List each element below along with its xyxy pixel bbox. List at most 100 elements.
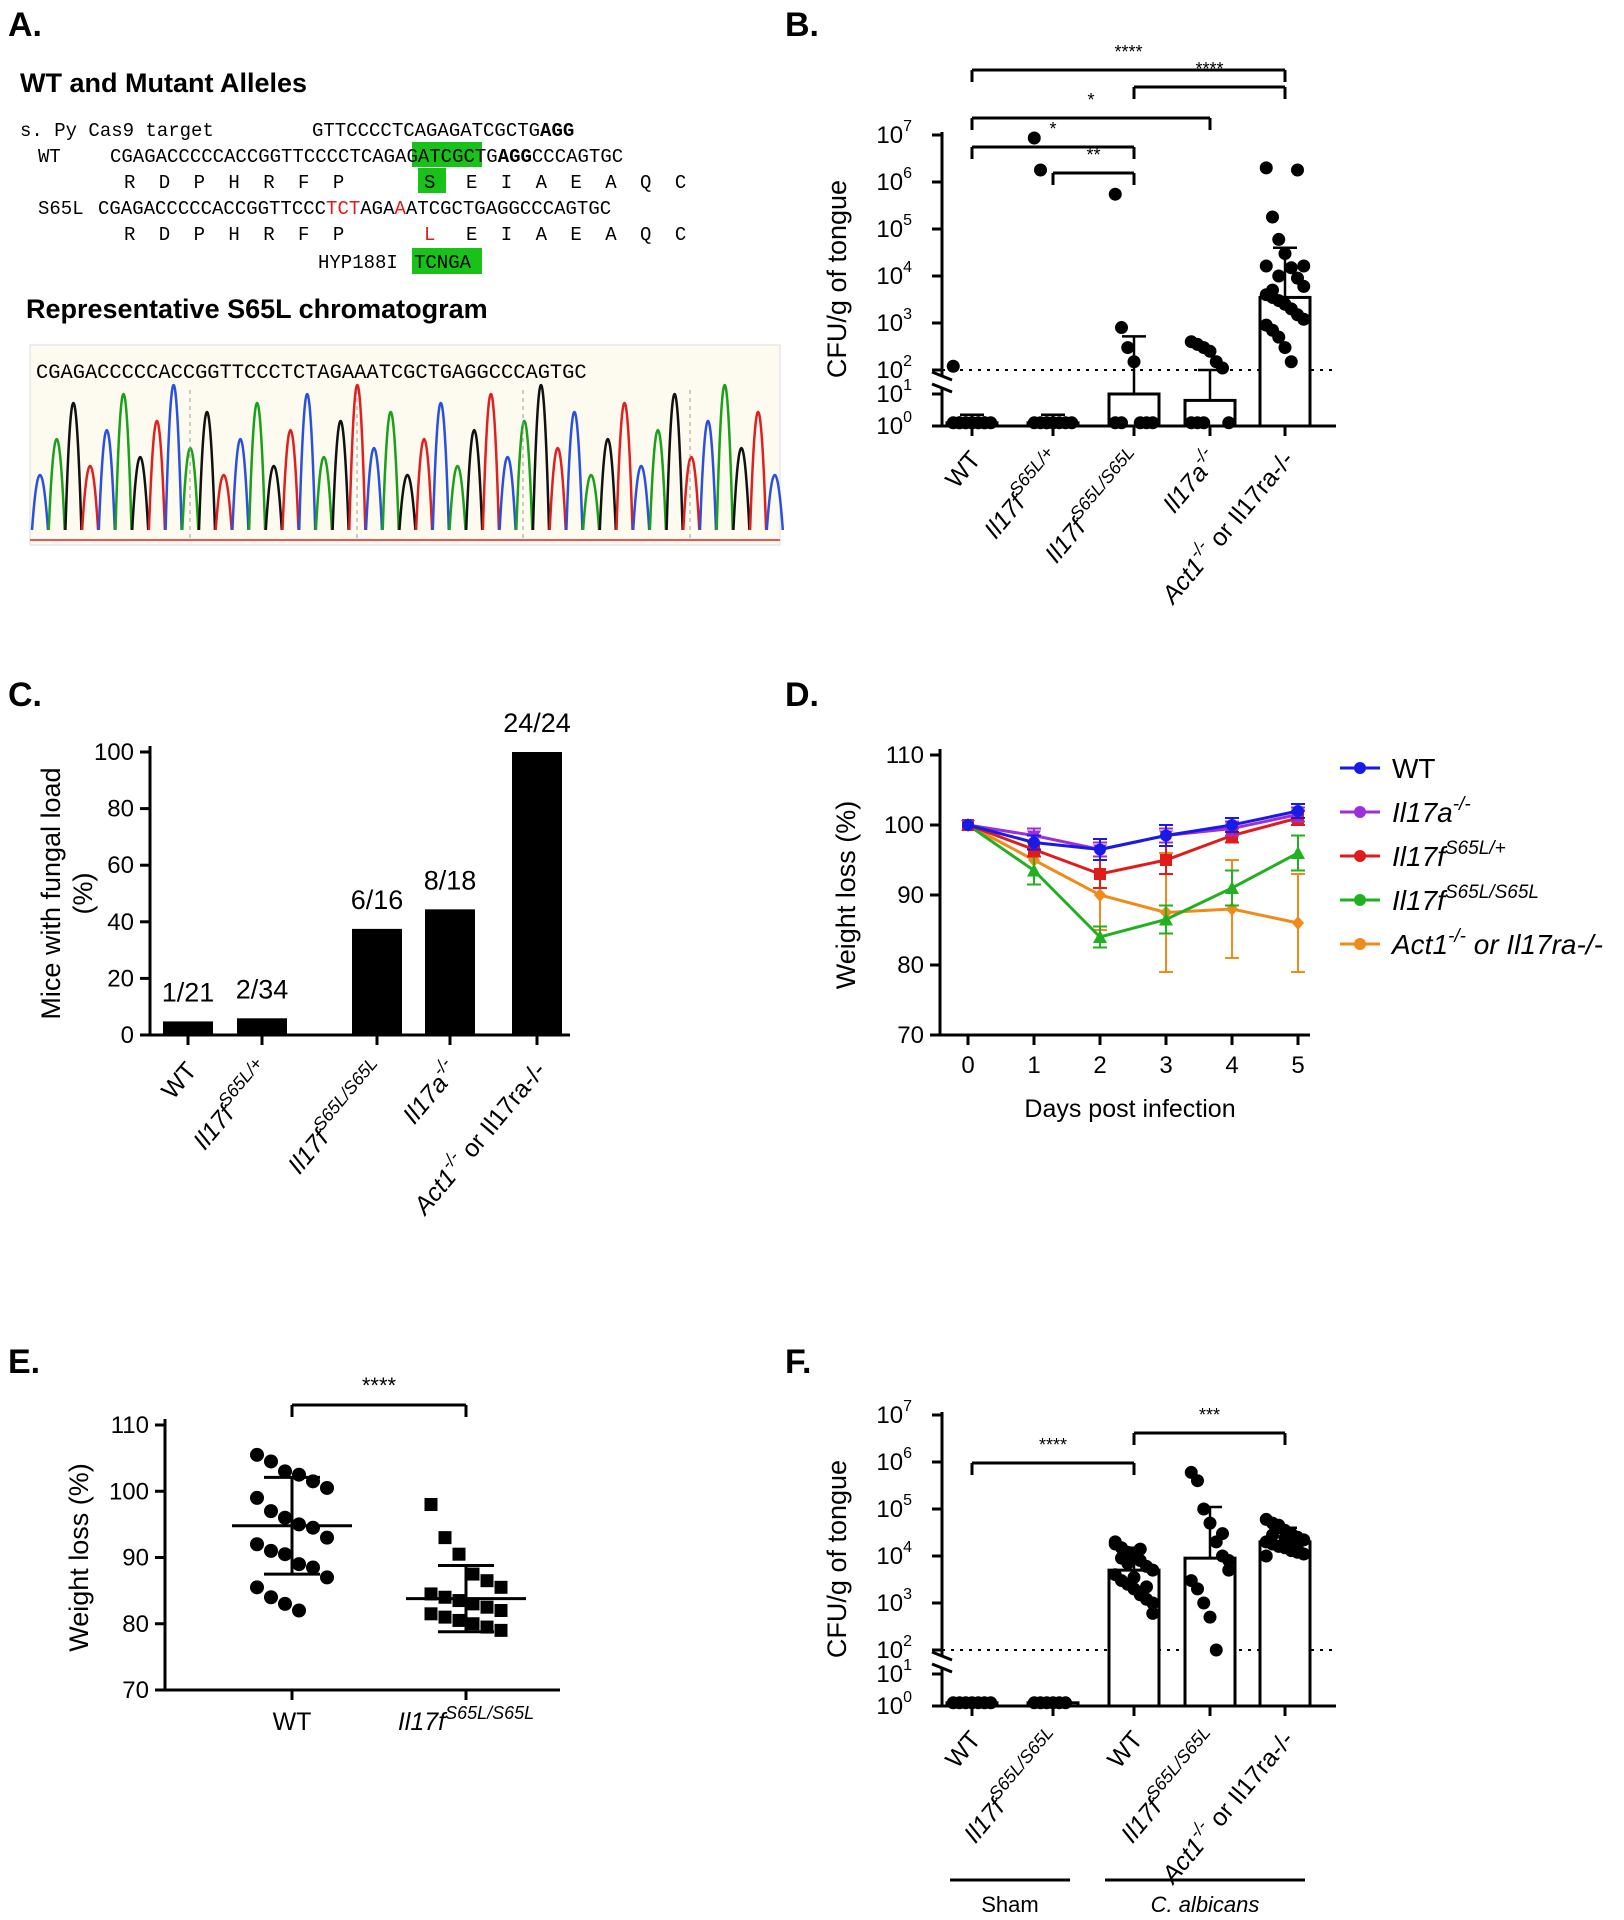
- series-line: [967, 816, 1299, 876]
- data-point: [250, 1490, 264, 1505]
- group-label-calbicans: C. albicans: [1151, 1892, 1260, 1917]
- data-point: [1226, 819, 1238, 831]
- chromatogram-peak: [247, 402, 267, 531]
- data-point: [1115, 416, 1128, 430]
- chromatogram-peak: [665, 392, 684, 531]
- data-point: [1027, 131, 1041, 145]
- x-tick-label: WT: [940, 446, 986, 494]
- data-point: [1146, 1563, 1160, 1577]
- significance-label: **: [1086, 145, 1100, 165]
- y-tick-label: 40: [107, 909, 134, 936]
- axis-break-mark: [931, 1662, 953, 1674]
- legend-marker: [1354, 938, 1366, 950]
- chromatogram-peak: [498, 456, 517, 531]
- y-tick-label: 100: [94, 739, 134, 766]
- data-point: [1259, 1549, 1273, 1563]
- x-tick-label: 4: [1225, 1052, 1238, 1079]
- panel-a: WT and Mutant Alleles s. Py Cas9 target …: [20, 68, 785, 546]
- y-axis-label-unit: (%): [68, 873, 98, 915]
- x-tick-label: Il17fS65L/S65L: [398, 1703, 534, 1736]
- data-point: [1272, 232, 1286, 246]
- x-tick-label: 1: [1027, 1052, 1040, 1079]
- chromatogram-peak: [30, 474, 50, 531]
- data-point: [1272, 330, 1286, 344]
- data-point: [1209, 1643, 1223, 1657]
- data-point: [1216, 361, 1229, 375]
- chromatogram-peak: [114, 392, 133, 531]
- x-tick-label: Il17fS65L/+: [184, 1053, 277, 1155]
- data-point: [984, 1696, 998, 1710]
- allele-heading: WT and Mutant Alleles: [20, 68, 307, 98]
- data-point: [466, 1597, 480, 1611]
- significance-label: ****: [1114, 42, 1142, 62]
- data-point: [278, 1510, 292, 1525]
- y-tick-label: 107: [876, 118, 912, 149]
- bar: [163, 1021, 213, 1035]
- x-tick-label: Act1-/- or Il17ra-/-: [1151, 1722, 1299, 1890]
- data-point: [264, 1543, 278, 1558]
- legend-marker: [1354, 806, 1366, 818]
- y-tick-label: 104: [876, 259, 912, 290]
- data-point: [1108, 187, 1122, 201]
- data-point: [1203, 344, 1217, 358]
- x-tick-label: 3: [1159, 1052, 1172, 1079]
- data-point: [1259, 259, 1273, 273]
- data-point: [1121, 1556, 1135, 1570]
- data-point: [292, 1603, 306, 1618]
- data-label: 6/16: [351, 885, 404, 915]
- data-point: [452, 1613, 466, 1627]
- wt-label: WT: [38, 146, 61, 168]
- data-point: [438, 1610, 452, 1624]
- y-tick-label: 110: [111, 1412, 149, 1439]
- data-label: 24/24: [503, 708, 571, 738]
- y-tick-label: 106: [876, 1445, 912, 1476]
- data-point: [320, 1530, 334, 1545]
- legend-label: Il17a-/-: [1392, 794, 1471, 828]
- y-tick-label: 80: [122, 1611, 149, 1638]
- chromatogram-peak: [381, 410, 400, 531]
- legend-label: Il17fS65L/S65L: [1392, 882, 1539, 916]
- legend-marker: [1354, 850, 1366, 862]
- data-point: [1222, 1554, 1236, 1568]
- chromatogram-peak: [331, 419, 350, 531]
- data-point: [264, 1504, 278, 1519]
- data-point: [1216, 1527, 1229, 1541]
- data-point: [1284, 355, 1298, 369]
- series-line: [967, 809, 1299, 852]
- chromatogram-peak: [565, 410, 584, 531]
- x-tick-label: 2: [1093, 1052, 1106, 1079]
- panel-d-chart: 70 80 90 100 110 0 1 2 3 4 5 Days post infection Wei…: [831, 742, 1603, 1123]
- data-point: [1108, 1537, 1122, 1551]
- y-tick-label: 20: [107, 965, 134, 992]
- y-tick-label: 110: [886, 742, 924, 769]
- y-tick-label: 60: [107, 852, 134, 879]
- chromatogram-traces: [30, 383, 785, 541]
- x-tick-label: Il17a-/-: [1153, 442, 1224, 518]
- data-point: [1133, 1542, 1147, 1556]
- y-tick-label: 105: [876, 212, 912, 243]
- data-point: [424, 1607, 438, 1621]
- chromatogram-peak: [765, 474, 785, 531]
- x-tick-label: 0: [961, 1052, 974, 1079]
- x-tick-label: Il17fS65L/S65L: [278, 1053, 391, 1179]
- chromatogram-peak: [281, 429, 300, 531]
- data-point: [962, 819, 974, 831]
- y-tick-label: 104: [876, 1539, 912, 1570]
- data-point: [1027, 863, 1041, 877]
- data-point: [494, 1623, 508, 1637]
- chromatogram-peak: [64, 402, 83, 531]
- legend-label: Act1-/- or Il17ra-/-: [1390, 926, 1603, 960]
- cas9-label: s. Py Cas9 target: [20, 120, 214, 142]
- chromatogram-peak: [47, 437, 66, 531]
- data-point: [250, 1447, 264, 1462]
- chromatogram-peak: [364, 447, 384, 531]
- enzyme-label: HYP188I: [318, 252, 398, 274]
- y-tick-label: 70: [897, 1022, 924, 1049]
- data-point: [1197, 1596, 1211, 1610]
- x-tick-label: WT: [273, 1708, 312, 1736]
- data-point: [306, 1520, 320, 1535]
- chromatogram-peak: [147, 419, 167, 531]
- chromatogram-peak: [197, 410, 217, 531]
